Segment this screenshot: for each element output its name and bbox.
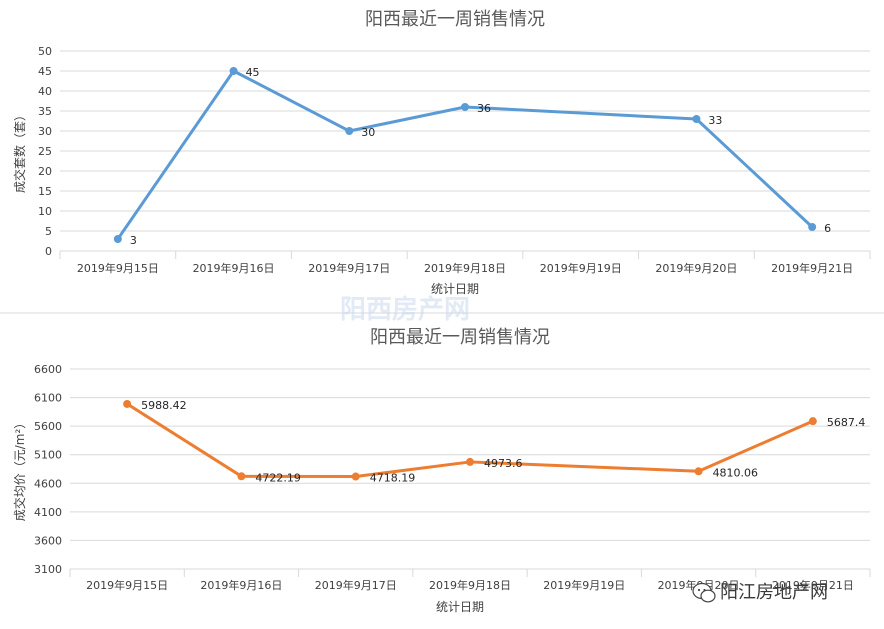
x-tick-label: 2019年9月15日 xyxy=(86,578,168,592)
x-tick-label: 2019年9月20日 xyxy=(655,261,737,275)
data-point xyxy=(808,417,817,426)
y-tick-label: 15 xyxy=(38,185,52,198)
data-point xyxy=(237,472,246,481)
x-tick-label: 2019年9月16日 xyxy=(200,578,282,592)
data-point xyxy=(694,467,703,476)
data-point xyxy=(466,457,474,466)
y-tick-label: 3600 xyxy=(34,534,62,547)
y-tick-label: 3100 xyxy=(34,563,62,576)
data-point xyxy=(113,235,122,243)
y-tick-label: 40 xyxy=(38,85,52,98)
y-tick-label: 20 xyxy=(38,165,52,178)
x-tick-label: 2019年9月21日 xyxy=(771,261,853,275)
data-point xyxy=(808,223,817,231)
x-tick-label: 2019年9月19日 xyxy=(540,261,622,275)
chart-title: 阳西最近一周销售情况 xyxy=(370,327,550,348)
data-point xyxy=(692,115,701,123)
brand-text: 阳江房地产网 xyxy=(720,582,828,603)
data-point xyxy=(229,67,238,75)
y-tick-label: 25 xyxy=(38,145,52,158)
x-tick-label: 2019年9月18日 xyxy=(429,578,511,592)
x-tick-label: 2019年9月15日 xyxy=(77,261,159,275)
data-point xyxy=(351,472,360,481)
data-label: 33 xyxy=(708,114,722,127)
watermark-text: 阳西房产网 xyxy=(340,295,470,325)
y-tick-label: 4100 xyxy=(34,506,62,519)
series-line xyxy=(125,402,815,479)
chart-title: 阳西最近一周销售情况 xyxy=(365,9,545,30)
data-label: 4973.6 xyxy=(484,457,523,470)
y-tick-label: 50 xyxy=(38,45,52,58)
y-axis-title: 成交均价（元/m²） xyxy=(12,417,27,522)
x-tick-label: 2019年9月17日 xyxy=(315,578,397,592)
x-tick-label: 2019年9月18日 xyxy=(424,261,506,275)
data-point xyxy=(345,127,354,135)
data-label: 4718.19 xyxy=(370,472,416,485)
y-tick-label: 45 xyxy=(38,65,52,78)
data-label: 4722.19 xyxy=(255,471,301,484)
y-tick-label: 6600 xyxy=(34,363,62,376)
data-label: 36 xyxy=(477,102,491,115)
x-axis-title: 统计日期 xyxy=(436,600,484,614)
series-line xyxy=(116,69,814,241)
y-tick-label: 5600 xyxy=(34,420,62,433)
watermark: 阳西房产网 xyxy=(340,295,470,325)
data-label: 5988.42 xyxy=(141,399,187,412)
data-point xyxy=(461,103,469,111)
x-axis-title: 统计日期 xyxy=(431,282,479,296)
data-point xyxy=(123,399,132,408)
data-label: 3 xyxy=(130,234,137,247)
data-label: 4810.06 xyxy=(713,466,759,479)
data-label: 5687.4 xyxy=(827,416,866,429)
brand-mark: 阳江房地产网 xyxy=(692,582,828,603)
y-tick-label: 5 xyxy=(45,225,52,238)
y-tick-label: 4600 xyxy=(34,477,62,490)
y-tick-label: 35 xyxy=(38,105,52,118)
chart-average-price: 阳西最近一周销售情况 3100 3600 4100 4600 5100 5600 6100 66… xyxy=(12,327,871,614)
data-label: 45 xyxy=(246,66,260,79)
data-label: 30 xyxy=(361,126,375,139)
y-tick-label: 5100 xyxy=(34,449,62,462)
wechat-icon xyxy=(692,582,716,603)
x-tick-label: 2019年9月21日 xyxy=(772,578,854,592)
y-tick-label: 30 xyxy=(38,125,52,138)
y-tick-label: 0 xyxy=(45,245,52,258)
x-tick-label: 2019年9月19日 xyxy=(543,578,625,592)
x-tick-label: 2019年9月16日 xyxy=(193,261,275,275)
y-tick-label: 6100 xyxy=(34,392,62,405)
y-axis-title: 成交套数（套） xyxy=(12,109,27,193)
x-tick-label: 2019年9月17日 xyxy=(308,261,390,275)
y-tick-label: 10 xyxy=(38,205,52,218)
chart-units-sold: 阳西最近一周销售情况 0 5 10 15 20 25 30 35 40 45 50 2019年9月15日… xyxy=(12,9,871,296)
data-label: 6 xyxy=(824,222,831,235)
